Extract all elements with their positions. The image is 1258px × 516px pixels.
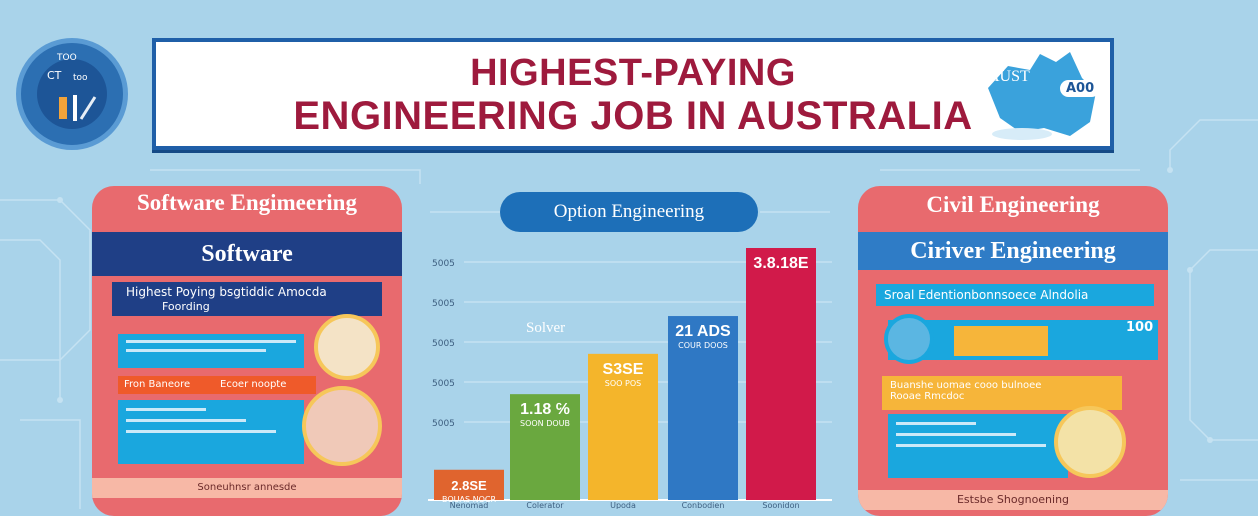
bar-value-label: 2.8SE [451, 478, 487, 493]
salary-bar-chart: 5005 5005 5005 5005 5005 Solver 2.8SE BOUAS NOC… [428, 248, 832, 509]
text-line [896, 422, 976, 425]
right-row-1: Buanshe uomae cooo bulnoee [890, 380, 1042, 391]
left-ribbon-line1: Highest Poying bsgtiddic Amocda [126, 285, 327, 299]
text-line [126, 419, 246, 422]
australia-map-icon [988, 52, 1096, 140]
text-line [126, 340, 296, 343]
category-label: Upoda [610, 501, 636, 509]
trophy-icon [314, 314, 380, 380]
map-label: AUST [988, 68, 1030, 85]
category-label: Colerator [526, 501, 564, 509]
bar [668, 316, 738, 500]
bar-value-label: 1.18 ℅ [520, 401, 570, 418]
right-ribbon: Sroal Edentionbonnsoece Alndolia [876, 284, 1154, 306]
page-title-line1: HIGHEST-PAYING [470, 52, 796, 94]
bar [434, 469, 504, 500]
right-highlight [954, 326, 1048, 356]
logo-badge: TOO CT too [16, 38, 128, 150]
bar-value-label: S3SE [603, 361, 644, 378]
chart-title: Option Engineering [500, 192, 758, 232]
bar-sub-label: BOUAS NOCR [442, 495, 496, 504]
y-tick-label: 5005 [432, 259, 455, 269]
text-line [126, 408, 206, 411]
left-info-block-2 [118, 400, 304, 464]
left-ribbon: Highest Poying bsgtiddic Amocda Foording [112, 282, 382, 316]
category-label: Nenomad [450, 501, 489, 509]
bar-sub-label: SOO POS [605, 379, 641, 388]
right-info-block-2 [888, 414, 1068, 478]
building-icon [302, 386, 382, 466]
left-panel-software: Software Engimeering Software Highest Po… [92, 186, 402, 516]
right-row-2: Rooae Rmcdoc [890, 391, 965, 402]
text-line [126, 430, 276, 433]
bar [510, 394, 580, 500]
bar-value-label: 3.8.18E [753, 255, 808, 272]
y-tick-label: 5005 [432, 419, 455, 429]
logo-text-side: too [73, 73, 88, 83]
y-tick-label: 5005 [432, 299, 455, 309]
chart-annotation: Solver [526, 320, 565, 336]
bar-sub-label: COUR DOOS [678, 341, 728, 350]
left-row-2: Ecoer noopte [214, 376, 316, 394]
header-banner: HIGHEST-PAYING ENGINEERING JOB IN AUSTRA… [152, 38, 1114, 150]
category-label: Soonidon [762, 501, 799, 509]
text-line [126, 349, 266, 352]
engineer-icon [59, 95, 97, 121]
text-line [896, 433, 1016, 436]
right-panel-title: Civil Engineering [926, 192, 1100, 217]
gear-icon [884, 314, 934, 364]
logo-inner-circle [37, 59, 107, 129]
page-title-line2: ENGINEERING JOB IN AUSTRALIA [293, 94, 973, 138]
category-label: Conbodien [682, 501, 725, 509]
logo-text-mid: CT [47, 69, 62, 82]
logo-text-top: TOO [57, 53, 77, 63]
bar-value-label: 21 ADS [675, 323, 731, 340]
left-ribbon-line2: Foording [162, 300, 210, 313]
bar-sub-label: SOON DOUB [520, 419, 570, 428]
map-badge: A00 [1060, 80, 1101, 97]
bar [588, 353, 658, 500]
right-panel-band: Ciriver Engineering [858, 232, 1168, 270]
right-badge: 100 [1126, 320, 1154, 335]
left-panel-title: Software Engimeering [137, 190, 357, 215]
y-tick-label: 5005 [432, 379, 455, 389]
right-panel-footer: Estsbe Shognoening [858, 490, 1168, 510]
bar [746, 248, 816, 500]
left-info-block-1 [118, 334, 304, 368]
right-panel-civil: Civil Engineering Ciriver Engineering Sr… [858, 186, 1168, 516]
right-row-block: Buanshe uomae cooo bulnoee Rooae Rmcdoc [882, 376, 1122, 410]
left-panel-band: Software [92, 232, 402, 276]
left-panel-footer: Soneuhnsr annesde [92, 478, 402, 498]
text-line [896, 444, 1046, 447]
engineer-avatar-icon [1054, 406, 1126, 478]
y-tick-label: 5005 [432, 339, 455, 349]
